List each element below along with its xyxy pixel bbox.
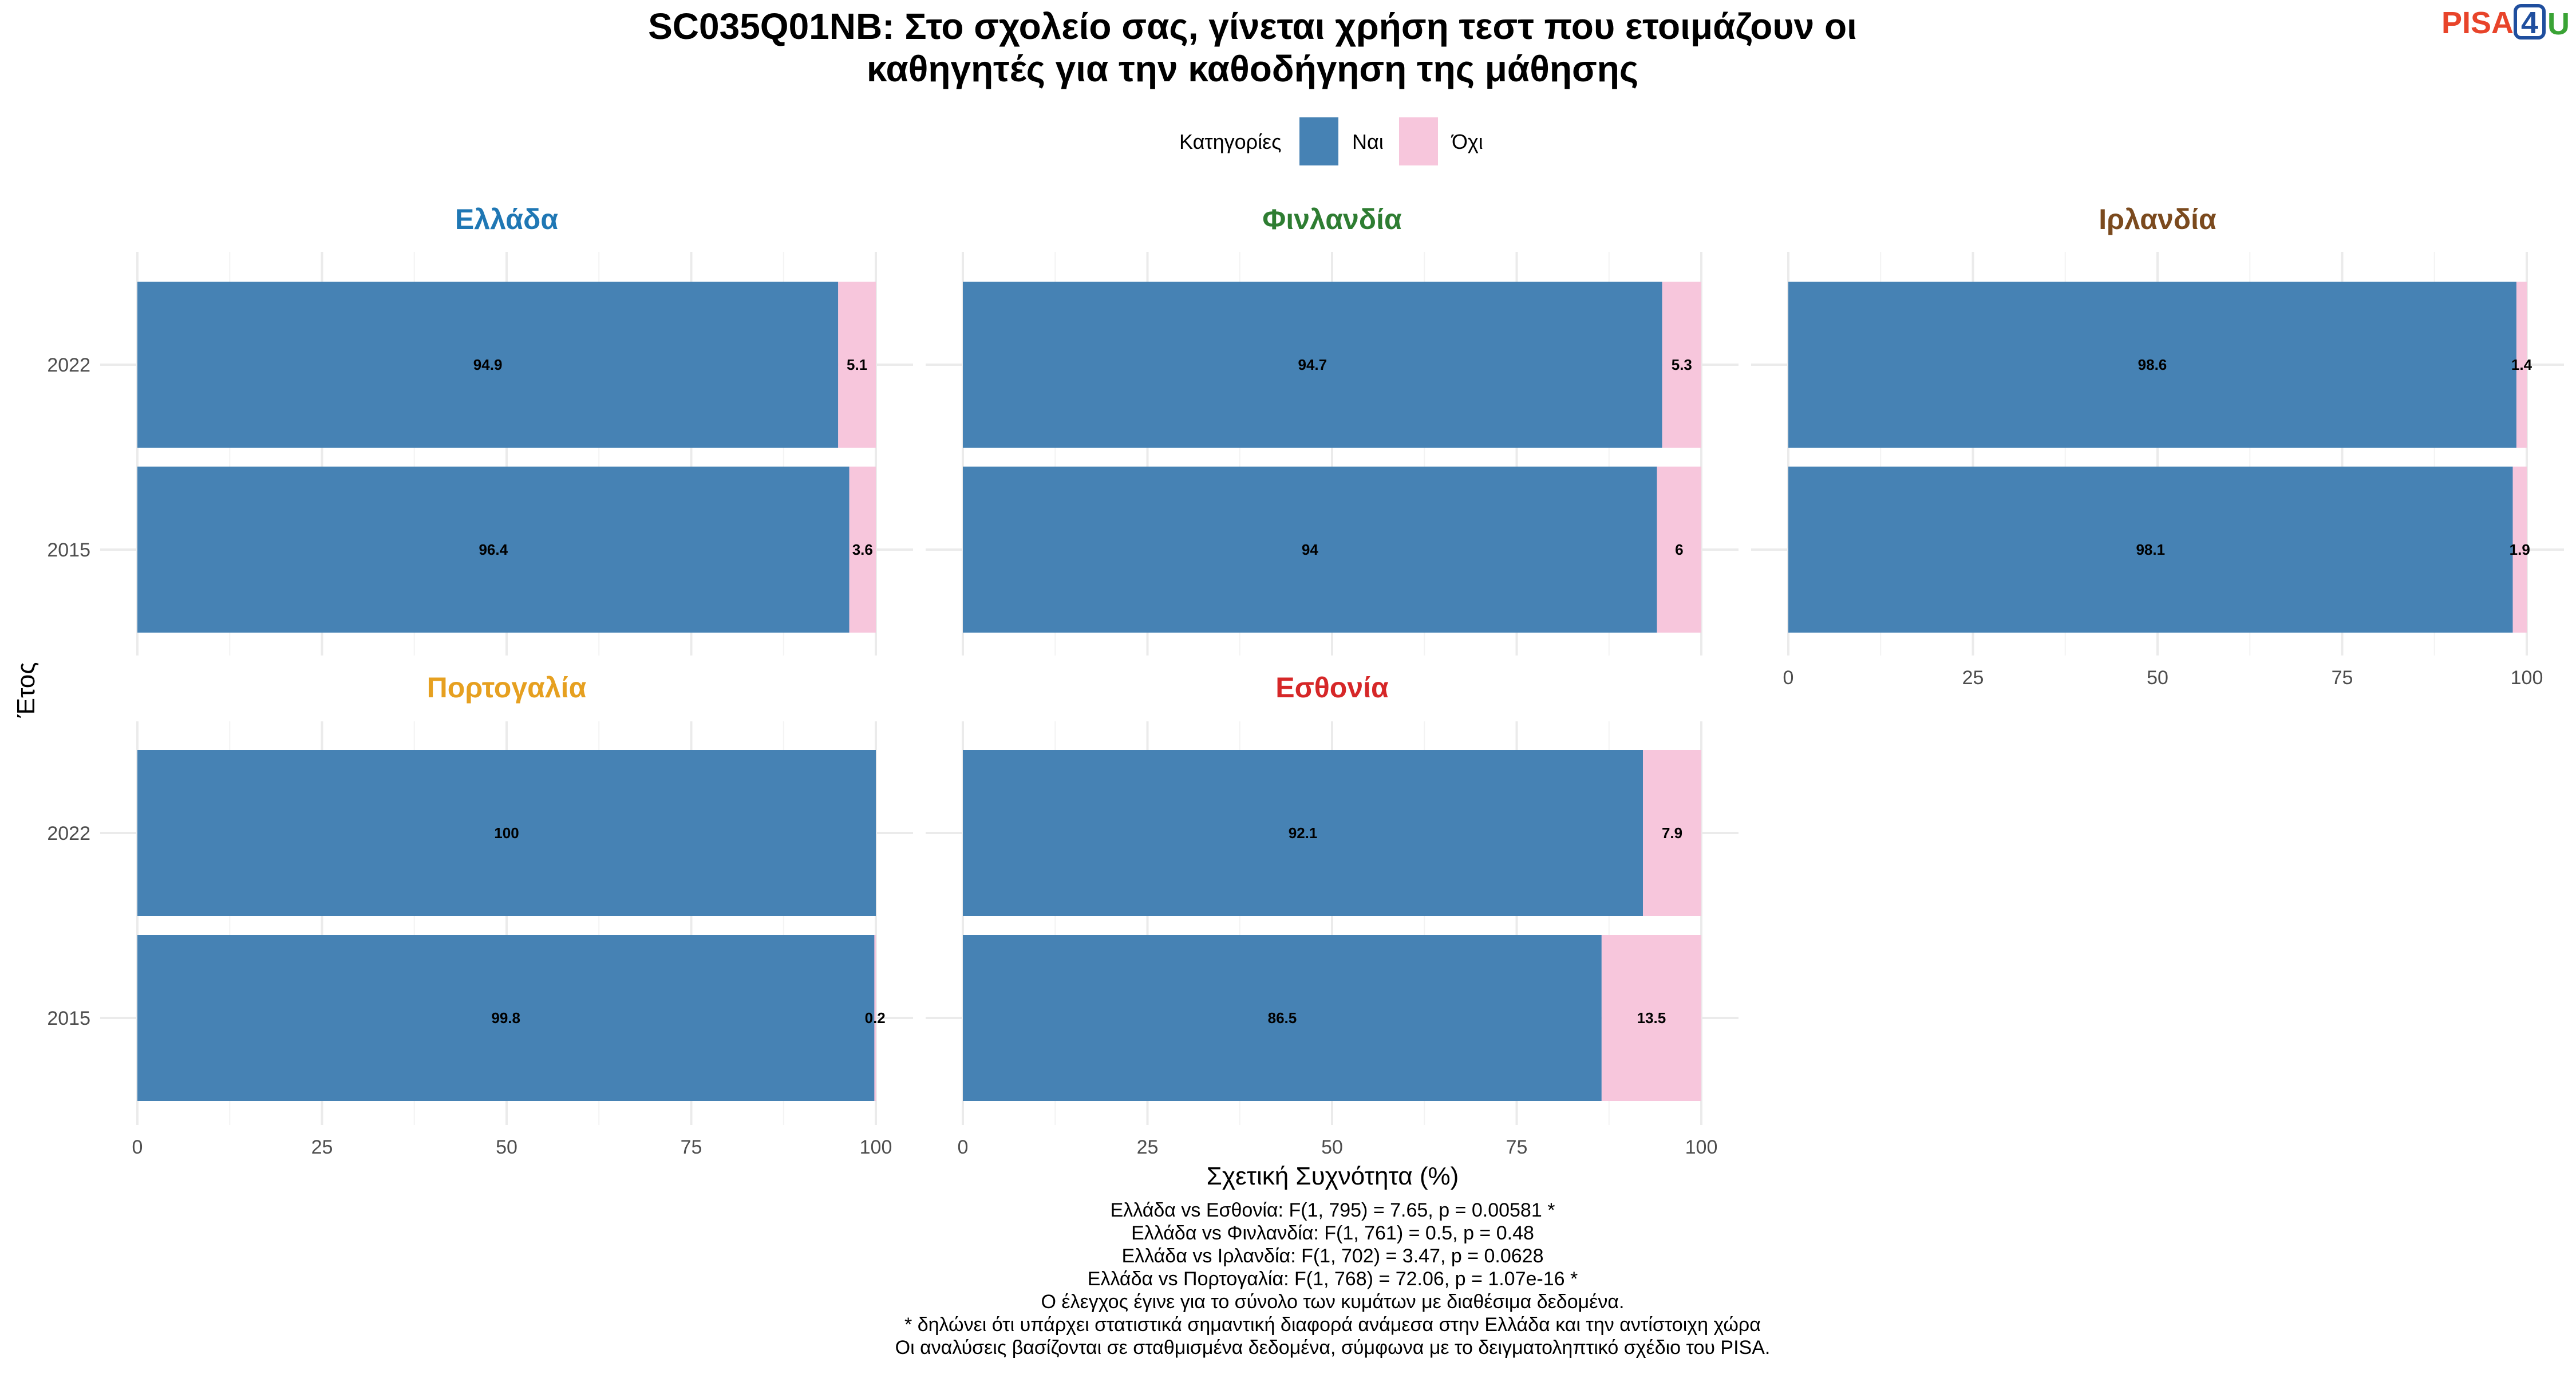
caption-line: Ελλάδα vs Ιρλανδία: F(1, 702) = 3.47, p … xyxy=(1121,1245,1543,1267)
facet-panel: Ιρλανδία 98.6 1.4 98.1 1.9 0 25 50 75 100 xyxy=(1751,203,2564,689)
chart-title-line-2: καθηγητές για την καθοδήγηση της μάθησης xyxy=(867,48,1638,89)
bar-segment-yes xyxy=(963,467,1657,633)
bar-segment-no xyxy=(1601,935,1701,1101)
x-tick-label: 25 xyxy=(1962,667,1984,689)
x-tick-label: 25 xyxy=(311,1136,333,1158)
x-tick-label: 0 xyxy=(958,1136,969,1158)
y-tick-label: 2015 xyxy=(47,1008,90,1029)
logo-box xyxy=(2514,4,2546,40)
facet-panel: Εσθονία 92.1 7.9 86.5 13.5 0 25 50 75 100 xyxy=(926,672,1739,1158)
x-tick-label: 75 xyxy=(681,1136,702,1158)
facet-panel: Πορτογαλία 2022 2015 100 99.8 0.2 0 25 50 75 100 xyxy=(47,672,913,1158)
bar-segment-yes xyxy=(963,282,1662,448)
facet-title: Εσθονία xyxy=(1275,672,1389,704)
bar-segment-no xyxy=(1662,282,1701,448)
bar-segment-yes xyxy=(137,467,850,633)
x-tick-label: 100 xyxy=(2511,667,2543,689)
bar-value-label: 6 xyxy=(1675,541,1683,558)
bar-segment-yes xyxy=(137,935,875,1101)
logo-text-pisa: PISA xyxy=(2441,6,2514,40)
legend-label-no: Όχι xyxy=(1451,130,1483,153)
bar-value-label: 5.1 xyxy=(847,356,867,373)
logo-text-4: 4 xyxy=(2521,6,2538,40)
y-axis-title: Έτος xyxy=(12,662,40,718)
bar-value-label: 96.4 xyxy=(479,541,508,558)
bar-segment-yes xyxy=(1788,282,2516,448)
logo-text-u: U xyxy=(2547,7,2570,41)
bar-value-label: 0.2 xyxy=(865,1009,886,1026)
pisa4u-logo: PISA 4 U xyxy=(2441,4,2570,41)
x-tick-label: 75 xyxy=(1506,1136,1528,1158)
legend-title: Κατηγορίες xyxy=(1179,130,1282,153)
bar-value-label: 99.8 xyxy=(491,1009,520,1026)
bar-value-label: 98.6 xyxy=(2138,356,2167,373)
legend: Κατηγορίες Ναι Όχι xyxy=(1179,117,1483,165)
bar-value-label: 13.5 xyxy=(1637,1009,1666,1026)
x-tick-label: 25 xyxy=(1137,1136,1159,1158)
bar-value-label: 94.7 xyxy=(1298,356,1327,373)
bar-value-label: 100 xyxy=(494,824,519,842)
facet-title: Ελλάδα xyxy=(455,203,558,235)
x-tick-label: 100 xyxy=(860,1136,892,1158)
bar-segment-yes xyxy=(137,282,839,448)
bar-value-label: 3.6 xyxy=(852,541,873,558)
x-tick-label: 75 xyxy=(2332,667,2353,689)
bar-segment-no xyxy=(2512,467,2527,633)
bar-value-label: 94.9 xyxy=(473,356,503,373)
x-tick-label: 50 xyxy=(2147,667,2168,689)
caption-line: Ο έλεγχος έγινε για το σύνολο των κυμάτω… xyxy=(1041,1291,1625,1313)
bar-value-label: 1.9 xyxy=(2510,541,2530,558)
y-tick-label: 2015 xyxy=(47,539,90,561)
bar-value-label: 5.3 xyxy=(1672,356,1692,373)
caption-line: Ελλάδα vs Φινλανδία: F(1, 761) = 0.5, p … xyxy=(1131,1222,1534,1244)
bar-segment-yes xyxy=(1788,467,2513,633)
facet-panel: Φινλανδία 94.7 5.3 94 6 xyxy=(926,203,1739,656)
caption: Ελλάδα vs Εσθονία: F(1, 795) = 7.65, p =… xyxy=(895,1199,1771,1359)
facet-title: Φινλανδία xyxy=(1262,203,1402,235)
x-tick-label: 0 xyxy=(132,1136,143,1158)
bar-value-label: 98.1 xyxy=(2136,541,2165,558)
x-axis-title: Σχετική Συχνότητα (%) xyxy=(1207,1162,1459,1190)
bar-value-label: 86.5 xyxy=(1268,1009,1297,1026)
facet-title: Ιρλανδία xyxy=(2099,203,2217,235)
y-tick-label: 2022 xyxy=(47,823,90,844)
bar-segment-yes xyxy=(963,935,1602,1101)
legend-swatch-yes xyxy=(1299,117,1338,165)
bar-segment-no xyxy=(838,282,876,448)
x-tick-label: 100 xyxy=(1685,1136,1718,1158)
caption-line: Ελλάδα vs Εσθονία: F(1, 795) = 7.65, p =… xyxy=(1111,1199,1555,1221)
bar-segment-no xyxy=(874,935,876,1101)
y-tick-label: 2022 xyxy=(47,354,90,376)
facet-title: Πορτογαλία xyxy=(427,672,587,704)
bar-segment-no xyxy=(2516,282,2527,448)
bar-value-label: 1.4 xyxy=(2511,356,2532,373)
bar-segment-no xyxy=(849,467,876,633)
facet-panel: Ελλάδα 2022 2015 94.9 5.1 96.4 3.6 xyxy=(47,203,913,656)
bar-segment-no xyxy=(1657,467,1701,633)
facet-panels: Ελλάδα 2022 2015 94.9 5.1 96.4 3.6 Φινλανδία 94.… xyxy=(47,203,2564,1158)
legend-swatch-no xyxy=(1399,117,1438,165)
x-tick-label: 0 xyxy=(1783,667,1794,689)
caption-line: * δηλώνει ότι υπάρχει στατιστικά σημαντι… xyxy=(904,1314,1761,1336)
legend-label-yes: Ναι xyxy=(1352,130,1384,153)
bar-segment-no xyxy=(1643,750,1701,916)
caption-line: Ελλάδα vs Πορτογαλία: F(1, 768) = 72.06,… xyxy=(1088,1268,1578,1290)
bar-segment-yes xyxy=(963,750,1643,916)
bar-value-label: 7.9 xyxy=(1662,824,1682,842)
bar-value-label: 92.1 xyxy=(1289,824,1318,842)
bar-value-label: 94 xyxy=(1302,541,1318,558)
chart-title-line-1: SC035Q01NB: Στο σχολείο σας, γίνεται χρή… xyxy=(648,6,1857,47)
caption-line: Οι αναλύσεις βασίζονται σε σταθμισμένα δ… xyxy=(895,1337,1771,1359)
x-tick-label: 50 xyxy=(496,1136,517,1158)
x-tick-label: 50 xyxy=(1321,1136,1343,1158)
bar-segment-yes xyxy=(137,750,876,916)
